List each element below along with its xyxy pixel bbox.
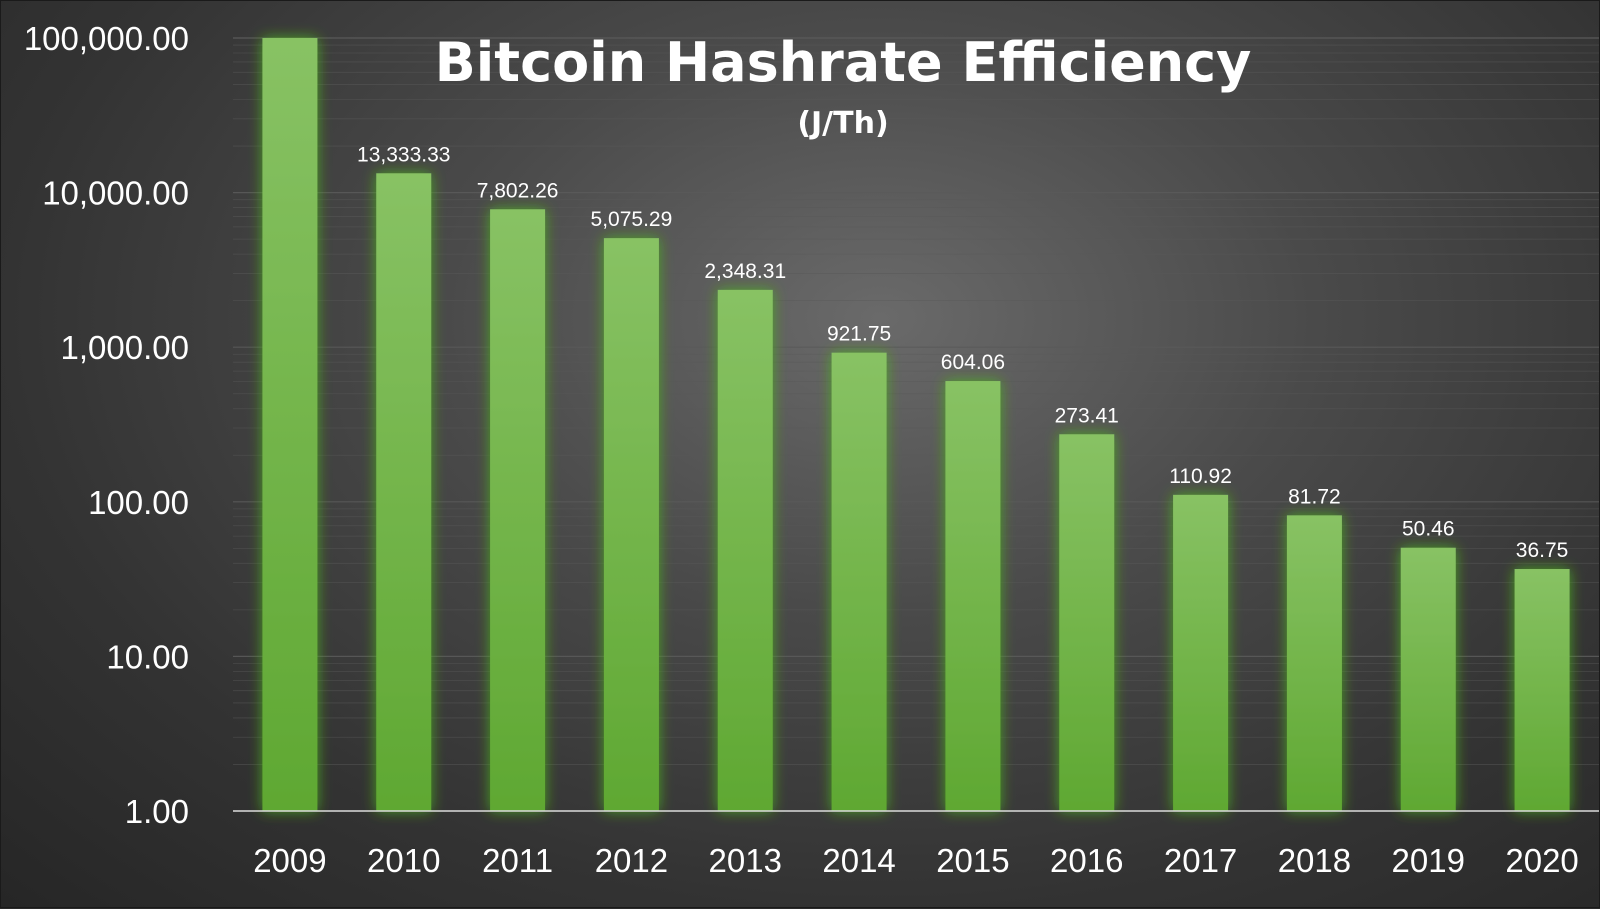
x-tick-label: 2020 bbox=[1505, 842, 1578, 879]
x-tick-label: 2012 bbox=[595, 842, 668, 879]
gridlines bbox=[233, 37, 1599, 812]
data-label: 36.75 bbox=[1516, 539, 1569, 562]
bars bbox=[262, 38, 1570, 812]
y-tick-label: 100.00 bbox=[88, 484, 189, 521]
bar-2020 bbox=[1514, 569, 1570, 811]
data-label: 604.06 bbox=[941, 351, 1005, 374]
x-tick-label: 2011 bbox=[482, 842, 553, 879]
data-label: 921.75 bbox=[827, 323, 891, 346]
y-tick-labels: 1.00 10.00 100.00 1,000.00 10,000.00 100,000.… bbox=[24, 20, 189, 830]
data-label: 2,348.31 bbox=[704, 260, 786, 283]
y-tick-label: 100,000.00 bbox=[24, 20, 189, 57]
bar-2013 bbox=[717, 289, 773, 811]
y-tick-label: 1,000.00 bbox=[61, 329, 189, 366]
y-tick-label: 10.00 bbox=[106, 638, 189, 675]
data-label: 50.46 bbox=[1402, 518, 1455, 541]
bar-2011 bbox=[490, 209, 546, 812]
x-tick-label: 2015 bbox=[936, 842, 1009, 879]
x-tick-label: 2010 bbox=[367, 842, 440, 879]
data-label: 110.92 bbox=[1169, 465, 1232, 488]
bar-2016 bbox=[1059, 434, 1115, 811]
bar-2012 bbox=[603, 238, 659, 812]
x-tick-label: 2019 bbox=[1392, 842, 1465, 879]
x-tick-labels: 2009 2010 2011 2012 2013 2014 2015 2016 2017 2018… bbox=[253, 842, 1579, 879]
x-tick-label: 2009 bbox=[253, 842, 326, 879]
bar-2017 bbox=[1173, 494, 1229, 811]
bar-2010 bbox=[376, 173, 432, 811]
x-tick-label: 2016 bbox=[1050, 842, 1123, 879]
x-tick-label: 2017 bbox=[1164, 842, 1237, 879]
bar-2018 bbox=[1286, 515, 1342, 811]
x-tick-label: 2018 bbox=[1278, 842, 1351, 879]
data-label: 13,333.33 bbox=[357, 143, 450, 166]
bar-2015 bbox=[945, 381, 1001, 811]
bar-2009 bbox=[262, 38, 318, 811]
data-label: 5,075.29 bbox=[591, 208, 673, 231]
x-tick-label: 2013 bbox=[709, 842, 782, 879]
data-labels: 13,333.33 7,802.26 5,075.29 2,348.31 921.75 6… bbox=[357, 143, 1568, 562]
y-tick-label: 1.00 bbox=[125, 793, 189, 830]
y-tick-label: 10,000.00 bbox=[42, 175, 189, 212]
chart-title: Bitcoin Hashrate Efficiency bbox=[435, 31, 1252, 94]
x-tick-label: 2014 bbox=[822, 842, 895, 879]
data-label: 81.72 bbox=[1288, 485, 1341, 508]
bar-2019 bbox=[1400, 547, 1456, 811]
data-label: 7,802.26 bbox=[477, 179, 559, 202]
chart-subtitle: (J/Th) bbox=[797, 106, 888, 141]
data-label: 273.41 bbox=[1055, 404, 1119, 427]
bar-2014 bbox=[831, 352, 887, 811]
